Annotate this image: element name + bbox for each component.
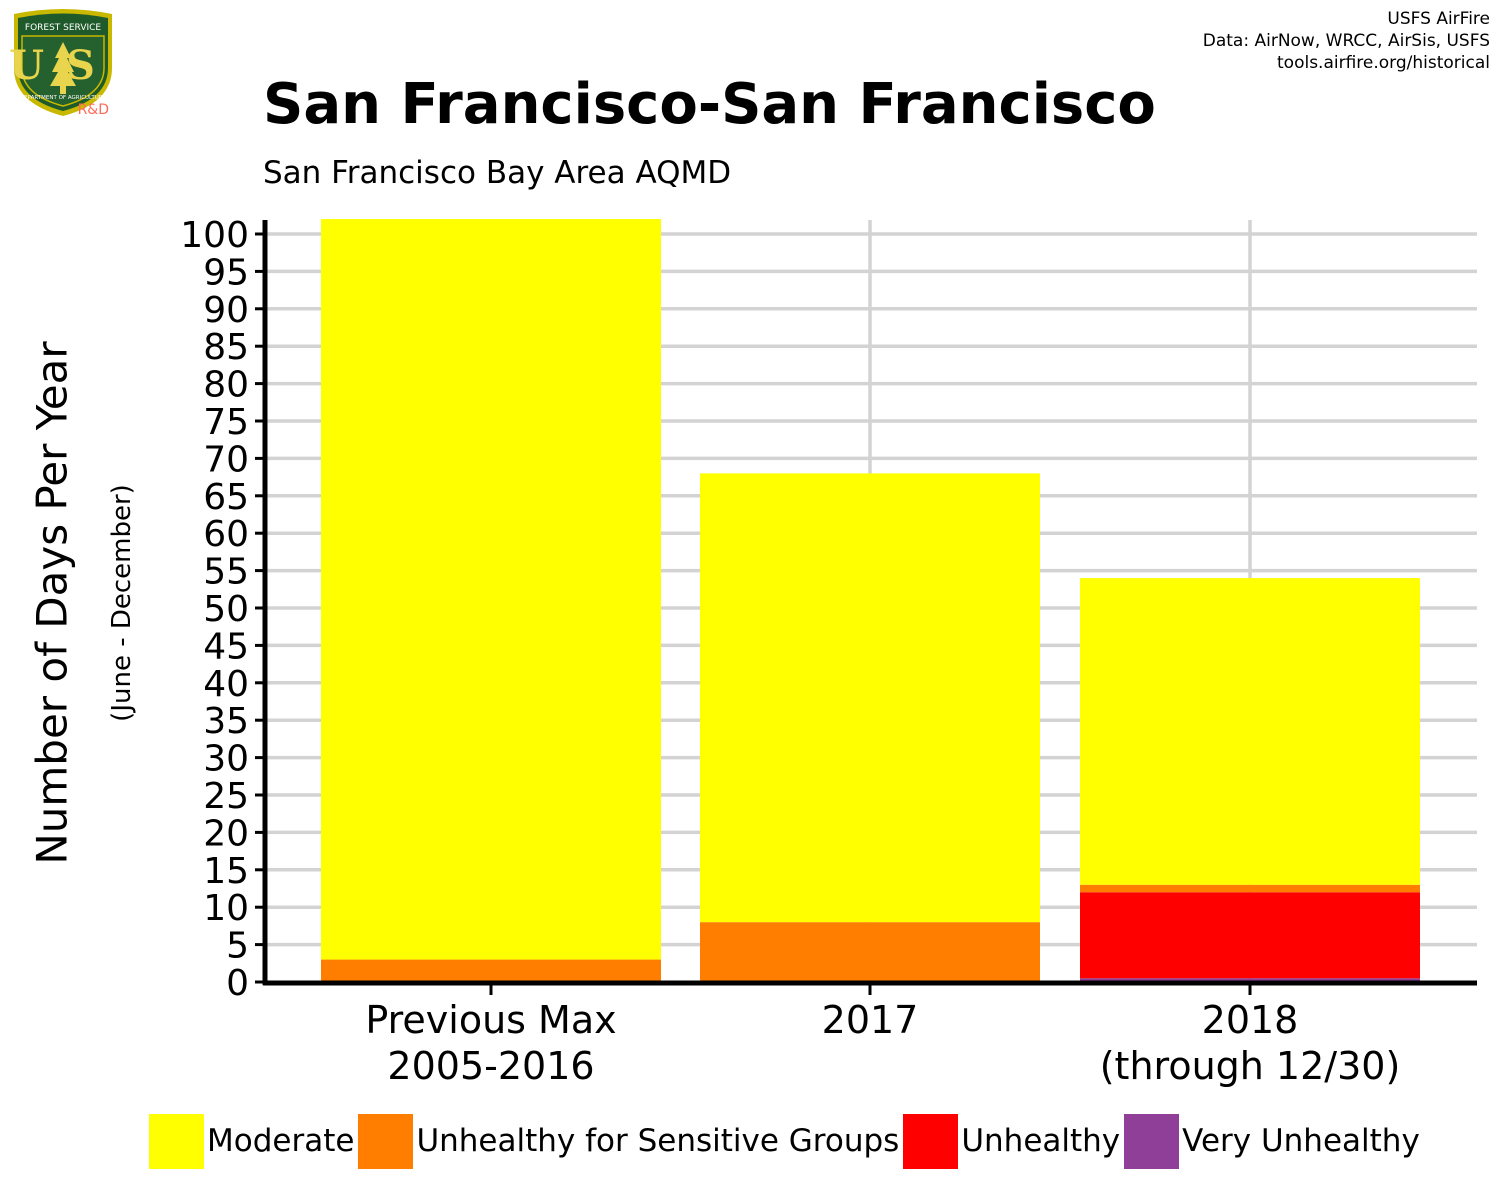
y-tick-label: 60 bbox=[203, 514, 249, 555]
credit-line-2: Data: AirNow, WRCC, AirSis, USFS bbox=[1202, 31, 1490, 51]
x-tick-label: 2018 bbox=[1202, 998, 1299, 1042]
bar-moderate-2 bbox=[1080, 578, 1420, 885]
legend-label: Unhealthy bbox=[961, 1123, 1121, 1159]
legend-swatch bbox=[358, 1113, 414, 1169]
chart-title: San Francisco-San Francisco bbox=[263, 72, 1156, 137]
x-tick-label: 2017 bbox=[822, 998, 919, 1042]
legend-label: Very Unhealthy bbox=[1182, 1123, 1420, 1159]
y-tick-label: 85 bbox=[203, 327, 249, 368]
bar-moderate-1 bbox=[700, 473, 1040, 923]
x-tick-label: (through 12/30) bbox=[1100, 1044, 1401, 1088]
bar-unhealthy-for-sensitive-groups-1 bbox=[700, 922, 1040, 982]
y-axis-label: Number of Days Per Year bbox=[27, 341, 77, 865]
legend-item: Moderate bbox=[149, 1113, 358, 1169]
y-tick-label: 70 bbox=[203, 439, 249, 480]
y-tick-label: 75 bbox=[203, 402, 249, 443]
y-tick-label: 100 bbox=[180, 215, 249, 256]
y-tick-label: 10 bbox=[203, 888, 249, 929]
bar-unhealthy-for-sensitive-groups-2 bbox=[1080, 884, 1420, 893]
tree-icon bbox=[50, 42, 76, 94]
y-tick-label: 15 bbox=[203, 851, 249, 892]
y-tick-label: 50 bbox=[203, 589, 249, 630]
legend: Moderate Unhealthy for Sensitive Groups Un… bbox=[149, 1113, 1424, 1169]
y-tick-label: 30 bbox=[203, 739, 249, 780]
axes: 0510152025303540455055606570758085909510… bbox=[180, 215, 1477, 1088]
legend-label: Unhealthy for Sensitive Groups bbox=[416, 1123, 900, 1159]
credits: USFS AirFire Data: AirNow, WRCC, AirSis,… bbox=[1203, 8, 1490, 74]
logo-badge: R&D bbox=[78, 102, 109, 118]
legend-swatch bbox=[1124, 1113, 1180, 1169]
x-tick-label: Previous Max bbox=[365, 998, 616, 1042]
usfs-logo: FOREST SERVICE US DEPARTMENT OF AGRICULT… bbox=[9, 9, 117, 118]
y-tick-label: 0 bbox=[226, 963, 249, 1004]
logo-top-text: FOREST SERVICE bbox=[25, 23, 102, 33]
x-tick-label: 2005-2016 bbox=[387, 1044, 594, 1088]
legend-label: Moderate bbox=[207, 1123, 355, 1159]
y-tick-label: 40 bbox=[203, 664, 249, 705]
bar-very-unhealthy-2 bbox=[1080, 978, 1420, 982]
legend-item: Unhealthy bbox=[903, 1113, 1124, 1169]
credit-line-3: tools.airfire.org/historical bbox=[1277, 53, 1490, 73]
y-tick-label: 45 bbox=[203, 626, 249, 667]
legend-item: Unhealthy for Sensitive Groups bbox=[358, 1113, 903, 1169]
y-tick-label: 55 bbox=[203, 552, 249, 593]
bar-moderate-0 bbox=[321, 219, 661, 960]
chart-subtitle: San Francisco Bay Area AQMD bbox=[263, 155, 732, 191]
y-tick-label: 80 bbox=[203, 365, 249, 406]
y-tick-label: 90 bbox=[203, 290, 249, 331]
bars bbox=[321, 219, 1420, 982]
y-tick-label: 5 bbox=[226, 926, 249, 967]
logo-bottom-text: DEPARTMENT OF AGRICULTURE bbox=[20, 95, 107, 101]
credit-line-1: USFS AirFire bbox=[1387, 9, 1490, 29]
bar-unhealthy-2 bbox=[1080, 892, 1420, 979]
y-axis-sublabel: (June - December) bbox=[107, 484, 137, 722]
y-tick-label: 95 bbox=[203, 252, 249, 293]
legend-swatch bbox=[149, 1113, 204, 1169]
y-tick-label: 35 bbox=[203, 701, 249, 742]
logo-letters: US bbox=[9, 42, 117, 89]
y-tick-label: 25 bbox=[203, 776, 249, 817]
y-tick-label: 20 bbox=[203, 813, 249, 854]
bar-unhealthy-for-sensitive-groups-0 bbox=[321, 959, 661, 982]
y-tick-label: 65 bbox=[203, 477, 249, 518]
legend-swatch bbox=[903, 1113, 959, 1169]
legend-item: Very Unhealthy bbox=[1124, 1113, 1424, 1169]
